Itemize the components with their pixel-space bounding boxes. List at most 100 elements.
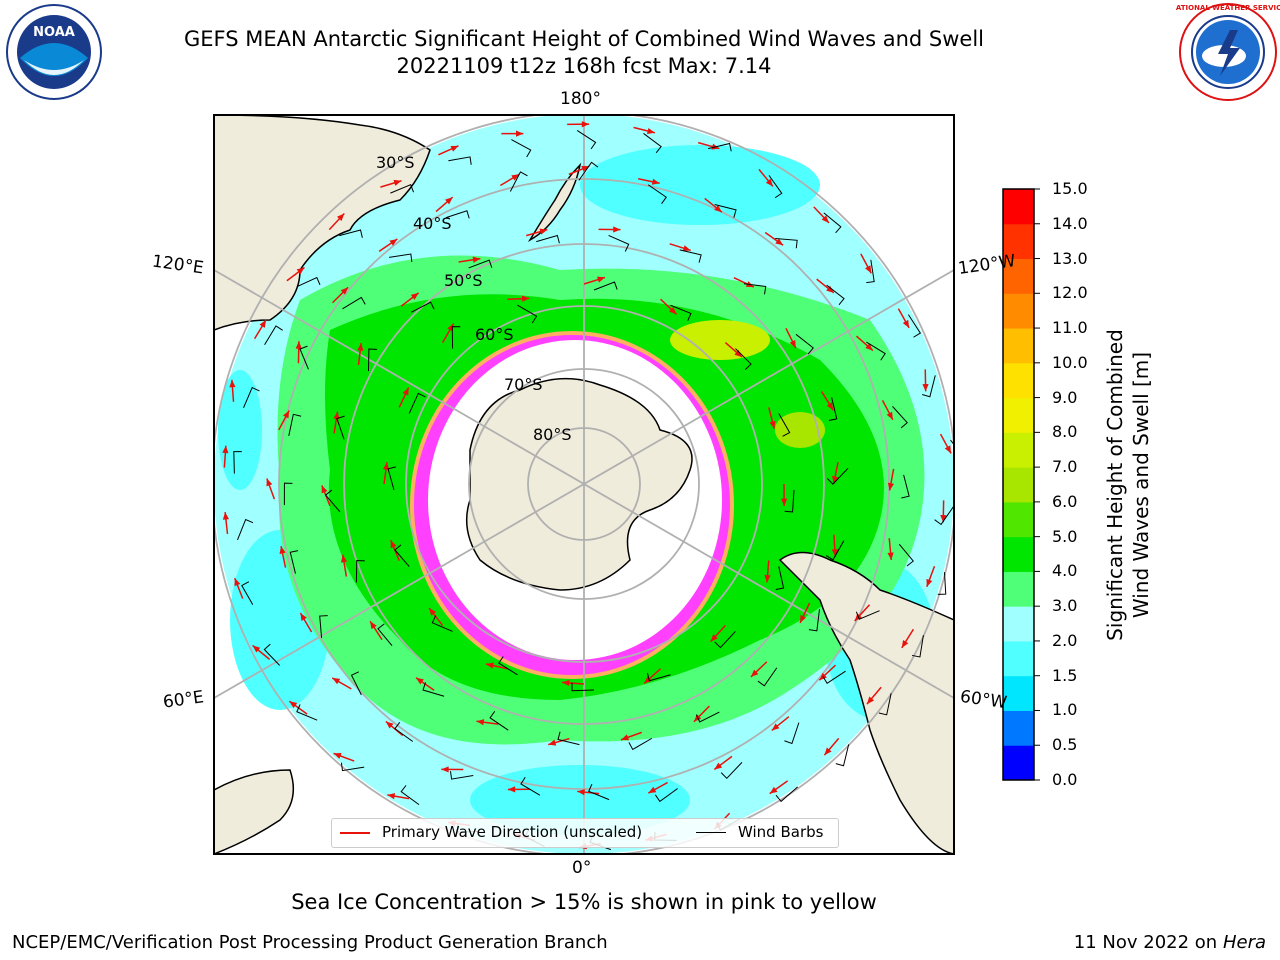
wave-arrow-head (771, 723, 780, 731)
wave-arrow-head (800, 614, 807, 623)
wind-barb (922, 375, 936, 398)
wave-arrow-head (234, 578, 241, 587)
colorbar-tick-label: 6.0 (1052, 491, 1078, 511)
colorbar-segment (1003, 258, 1034, 294)
wave-arrow-head (337, 213, 345, 222)
wave-arrow-head (940, 514, 947, 523)
footer-date-text: 11 Nov 2022 on (1073, 932, 1218, 953)
wind-barb (735, 348, 752, 370)
wind-barb (296, 704, 318, 721)
wind-barb (450, 771, 474, 780)
wave-arrow-head (866, 696, 875, 705)
wind-barb (892, 406, 908, 429)
colorbar (1002, 188, 1040, 781)
wind-barb (855, 610, 880, 620)
colorbar-tick-label: 5.0 (1052, 526, 1078, 546)
footer-producer: NCEP/EMC/Verification Post Processing Pr… (12, 932, 608, 953)
wind-barb (757, 667, 778, 687)
wind-barb (367, 348, 377, 371)
colorbar-segment (1003, 745, 1034, 781)
wind-barb (775, 786, 798, 803)
colorbar-segment (1003, 606, 1034, 642)
wind-barb (408, 392, 426, 414)
wind-barb (907, 314, 922, 338)
wave-arrow-head (648, 786, 657, 794)
wave-arrow-head (769, 420, 776, 429)
wave-arrow-head (669, 307, 677, 315)
chart-title: GEFS MEAN Antarctic Significant Height o… (183, 27, 985, 51)
wave-arrow-head (922, 383, 929, 392)
wind-barb (795, 333, 814, 355)
wave-arrow-head (562, 679, 570, 687)
colorbar-segment (1003, 432, 1034, 468)
wind-barb (241, 581, 254, 605)
wind-barb (825, 540, 845, 561)
wind-barb (289, 550, 299, 574)
wave-arrow-head (824, 747, 832, 756)
wave-arrow-head (901, 639, 909, 648)
wave-arrow-head (644, 676, 652, 684)
nws-logo: NATIONAL WEATHER SERVICE (1176, 3, 1280, 101)
wave-arrow-head (865, 343, 873, 351)
wave-arrow-head (832, 475, 839, 484)
wave-arrow-head (926, 578, 933, 587)
wind-barb (866, 259, 875, 284)
wind-barb (578, 161, 599, 181)
lat-label-30s: 30°S (376, 153, 415, 172)
wind-barb (243, 386, 260, 408)
wave-arrow-head (222, 512, 230, 520)
colorbar-segment (1003, 675, 1034, 711)
noaa-logo: NOAA (6, 4, 102, 100)
wind-barb (342, 296, 366, 310)
wind-barb (588, 783, 610, 801)
wind-barb (708, 142, 732, 152)
wave-arrow-head (831, 549, 838, 557)
wind-barb (394, 544, 410, 567)
wind-barb (340, 762, 365, 772)
wave-arrow-head (370, 621, 377, 630)
wave-arrow-head (714, 205, 722, 213)
wind-barb (394, 722, 414, 742)
wind-barb (355, 559, 365, 583)
wave-arrow-head (289, 701, 298, 709)
wave-arrow-head (597, 276, 605, 283)
nws-logo-text: NATIONAL WEATHER SERVICE (1176, 4, 1280, 12)
wave-arrow-head (416, 677, 424, 685)
lon-label-180: 180° (560, 89, 601, 109)
wind-barb (498, 656, 518, 676)
wave-arrow-head (887, 552, 894, 561)
map-frame (213, 114, 955, 855)
colorbar-segment (1003, 189, 1034, 225)
wave-arrow-head (581, 121, 590, 128)
wind-barb (319, 615, 328, 639)
wind-barb (410, 301, 435, 313)
wind-barb (237, 518, 254, 541)
wave-arrow-head (222, 445, 229, 454)
colorbar-segment (1003, 501, 1034, 538)
wave-arrow-head (252, 645, 261, 653)
wave-arrow-head (613, 226, 621, 233)
wave-arrow-head (865, 265, 872, 274)
wave-arrow-head (734, 349, 742, 358)
map-legend: Primary Wave Direction (unscaled) Wind B… (331, 818, 839, 848)
colorbar-tick-label: 9.0 (1052, 387, 1078, 407)
wave-arrow-head (340, 554, 348, 563)
wave-arrow-head (775, 238, 784, 246)
wind-barb (400, 785, 420, 806)
colorbar-segment (1003, 223, 1034, 260)
colorbar-segment (1003, 710, 1034, 746)
wind-barb (670, 304, 692, 321)
wind-barb (775, 237, 798, 249)
wave-arrow-head (887, 482, 895, 491)
legend-barb-label: Wind Barbs (738, 823, 824, 841)
wind-barb (283, 482, 293, 506)
colorbar-segment (1003, 640, 1034, 677)
wave-arrow-head (295, 341, 302, 349)
wind-barb (714, 631, 736, 649)
colorbar-tick-label: 10.0 (1052, 352, 1088, 372)
wind-barb (296, 276, 321, 288)
wind-barb (339, 229, 363, 238)
wave-arrow-head (229, 379, 236, 388)
wave-arrow-head (646, 127, 655, 135)
lat-label-50s: 50°S (444, 271, 483, 290)
